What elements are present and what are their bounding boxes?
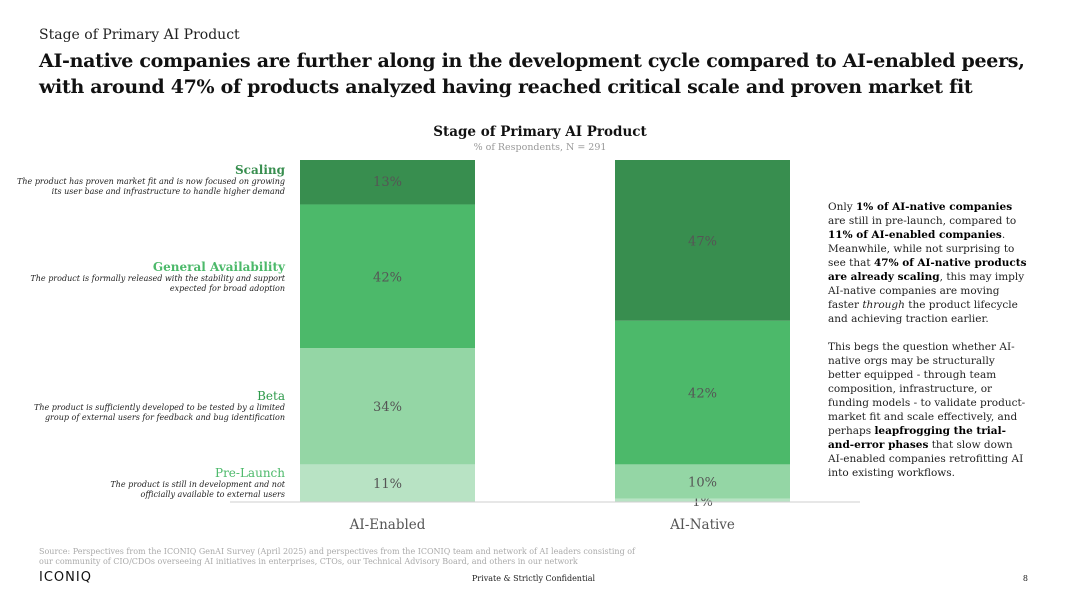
legend-title-general-availability: General Availability bbox=[152, 260, 285, 274]
callout-paragraph-2: This begs the question whether AI-native… bbox=[828, 340, 1028, 480]
callout-run: the product lifecycle and achieving trac… bbox=[828, 299, 1018, 325]
callout-run: This begs the question whether AI-native… bbox=[828, 341, 1026, 437]
legend-pre-launch: Pre-Launch The product is still in devel… bbox=[110, 466, 285, 500]
bar-ai-enabled-beta bbox=[300, 348, 475, 465]
bar-ai-native-scaling bbox=[615, 160, 790, 321]
callout-paragraph-1: Only 1% of AI-native companies are still… bbox=[828, 200, 1028, 326]
legend-scaling: Scaling The product has proven market fi… bbox=[17, 163, 285, 197]
page-number: 8 bbox=[1022, 574, 1028, 583]
data-label: 47% bbox=[688, 234, 717, 249]
legend-desc-beta: The product is sufficiently developed to… bbox=[34, 403, 285, 422]
bar-ai-native-general-availability bbox=[615, 320, 790, 465]
x-tick-label: AI-Native bbox=[669, 517, 735, 533]
bar-ai-enabled-general-availability bbox=[300, 204, 475, 349]
legend-desc-general-availability: The product is formally released with th… bbox=[30, 274, 285, 293]
data-label: 34% bbox=[373, 400, 402, 415]
bar-ai-enabled-scaling bbox=[300, 160, 475, 205]
data-label: 42% bbox=[688, 387, 717, 402]
source-note: Source: Perspectives from the ICONIQ Gen… bbox=[39, 547, 636, 566]
callout-highlight: leapfrogging the trial-and-error phases bbox=[828, 425, 1006, 451]
bars-group: 11%34%42%13%1%10%42%47% bbox=[300, 160, 790, 510]
legend-title-scaling: Scaling bbox=[235, 163, 285, 177]
data-label: 11% bbox=[373, 477, 402, 492]
stacked-bar-chart: Stage of Primary AI Product % of Respond… bbox=[230, 124, 860, 533]
iconiq-logo: ICONIQ bbox=[39, 570, 92, 585]
chart-subtitle: % of Respondents, N = 291 bbox=[474, 142, 607, 153]
callout-highlight: 11% of AI-enabled companies bbox=[828, 229, 1002, 241]
legend-title-pre-launch: Pre-Launch bbox=[215, 466, 285, 480]
callout-run: Only bbox=[828, 201, 856, 213]
headline: AI-native companies are further along in… bbox=[39, 50, 1025, 98]
data-label: 13% bbox=[373, 175, 402, 190]
x-tick-label: AI-Enabled bbox=[349, 517, 426, 533]
legend-desc-scaling: The product has proven market fit and is… bbox=[17, 177, 285, 196]
bar-ai-native-pre-launch bbox=[615, 498, 790, 502]
bar-ai-native-beta bbox=[615, 464, 790, 499]
callout-run: . Meanwhile, while not surprising to see… bbox=[828, 229, 1015, 269]
callout-run: are still in pre-launch, compared to bbox=[828, 215, 1017, 227]
confidential-label: Private & Strictly Confidential bbox=[471, 574, 596, 583]
callout-text: Only 1% of AI-native companies are still… bbox=[828, 200, 1028, 494]
chart-title: Stage of Primary AI Product bbox=[433, 124, 647, 140]
callout-highlight: 1% of AI-native companies bbox=[856, 201, 1013, 213]
callout-run: , this may imply AI-native companies are… bbox=[828, 271, 1025, 311]
callout-run: through bbox=[862, 299, 905, 311]
data-label: 10% bbox=[688, 475, 717, 490]
bar-ai-enabled-pre-launch bbox=[300, 464, 475, 502]
data-label: 42% bbox=[373, 270, 402, 285]
legend-beta: Beta The product is sufficiently develop… bbox=[34, 389, 285, 423]
legend-general-availability: General Availability The product is form… bbox=[30, 260, 285, 294]
legend-title-beta: Beta bbox=[257, 389, 285, 403]
callout-highlight: 47% of AI-native products are already sc… bbox=[828, 257, 1027, 283]
eyebrow-title: Stage of Primary AI Product bbox=[39, 27, 240, 43]
callout-run: that slow down AI-enabled companies retr… bbox=[828, 439, 1024, 479]
legend-desc-pre-launch: The product is still in development and … bbox=[110, 480, 285, 499]
x-tick-labels: AI-Enabled AI-Native bbox=[349, 517, 735, 533]
